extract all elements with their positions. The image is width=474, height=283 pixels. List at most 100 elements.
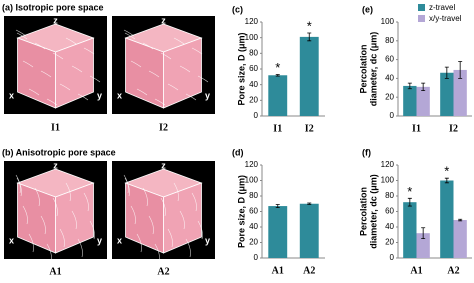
x-tick-label: I1 (273, 123, 282, 134)
pore-texture (71, 210, 77, 230)
pore-texture (191, 192, 197, 212)
cube-face (163, 182, 202, 254)
pore-texture (65, 182, 71, 202)
y-axis-label: diameter, dc (μm) (368, 174, 378, 249)
x-tick-label: A2 (303, 265, 315, 276)
panel-label: (c) (232, 4, 243, 14)
axis-label: z (161, 15, 166, 25)
cube-face (163, 37, 202, 109)
pore-texture (160, 197, 166, 217)
pore-texture (71, 65, 83, 73)
bar (453, 220, 467, 258)
y-axis-label: Pore size, D (μm) (236, 32, 246, 105)
legend-label: z-travel (429, 3, 455, 12)
bar (299, 203, 319, 258)
bar (440, 180, 454, 258)
pore-texture (185, 93, 197, 101)
error-bar (421, 82, 426, 92)
axis-label: x (9, 235, 14, 245)
bar (268, 206, 288, 258)
panel-label: (e) (362, 4, 373, 14)
y-tick-label: 80 (385, 36, 394, 45)
pore-texture (52, 197, 58, 217)
pore-texture (83, 192, 89, 212)
y-tick-label: 120 (245, 160, 259, 169)
x-tick-label: A1 (410, 265, 422, 276)
y-tick-label: 100 (245, 176, 259, 185)
panel-label: (a) Isotropic pore space (2, 2, 104, 12)
axis-label: y (97, 235, 102, 245)
pore-texture (28, 88, 40, 96)
bar (403, 85, 417, 116)
pore-texture (167, 83, 179, 91)
image-name: A1 (49, 266, 61, 277)
pore-texture (154, 98, 166, 106)
y-tick-label: 20 (249, 95, 258, 104)
pore-texture (59, 228, 65, 248)
pore-texture (40, 215, 46, 235)
axis-label: x (117, 235, 122, 245)
y-tick-label: 20 (385, 92, 394, 101)
pore-texture (142, 187, 148, 207)
x-tick-label: A1 (272, 265, 284, 276)
pore-texture (160, 52, 172, 60)
x-tick-label: I2 (449, 123, 458, 134)
y-tick-label: 100 (381, 176, 395, 185)
error-bar (407, 82, 412, 90)
x-tick-label: A2 (447, 265, 459, 276)
axis-label: x (9, 90, 14, 100)
legend-swatch (418, 4, 425, 11)
pore-texture (173, 182, 179, 202)
axis-label: z (53, 15, 58, 25)
error-bar (407, 197, 412, 207)
panel-label: (f) (362, 147, 371, 157)
pore-texture (89, 220, 95, 240)
bar (416, 86, 430, 116)
x-tick-label: I1 (412, 123, 421, 134)
cube-face (55, 182, 94, 254)
error-bar (275, 204, 280, 209)
y-tick-label: 80 (249, 48, 258, 57)
y-tick-label: 60 (249, 207, 258, 216)
error-bar (458, 218, 463, 222)
error-bar (307, 32, 312, 42)
pore-texture (148, 70, 160, 78)
pore-texture (46, 243, 52, 263)
pore-texture (124, 177, 130, 197)
pore-texture (148, 215, 154, 235)
error-bar (458, 61, 463, 79)
y-axis-label: Percolation (358, 44, 368, 93)
significance-mark: * (307, 18, 312, 33)
y-tick-label: 40 (249, 80, 258, 89)
pore-texture (179, 210, 185, 230)
y-tick-label: 40 (385, 222, 394, 231)
y-tick-label: 80 (385, 191, 394, 200)
significance-mark: * (444, 164, 449, 179)
error-bar (444, 177, 449, 184)
pore-texture (130, 60, 142, 68)
y-tick-label: 120 (381, 160, 395, 169)
pore-texture (28, 233, 34, 253)
pore-texture (142, 42, 154, 50)
pore-texture (46, 98, 58, 106)
pore-texture (197, 220, 203, 240)
bar (268, 75, 288, 116)
axis-label: z (53, 160, 58, 170)
pore-texture (89, 75, 101, 83)
pore-texture (191, 47, 203, 55)
axis-label: x (117, 90, 122, 100)
y-tick-label: 20 (249, 238, 258, 247)
y-tick-label: 40 (385, 74, 394, 83)
pore-texture (34, 42, 46, 50)
pore-texture (124, 32, 136, 40)
panel-label: (d) (232, 147, 244, 157)
pore-texture (34, 187, 40, 207)
y-tick-label: 40 (249, 222, 258, 231)
y-tick-label: 60 (385, 55, 394, 64)
cube-face (55, 37, 94, 109)
bar (453, 69, 467, 116)
pore-texture (136, 88, 148, 96)
y-tick-label: 100 (245, 33, 259, 42)
y-tick-label: 0 (390, 253, 395, 262)
